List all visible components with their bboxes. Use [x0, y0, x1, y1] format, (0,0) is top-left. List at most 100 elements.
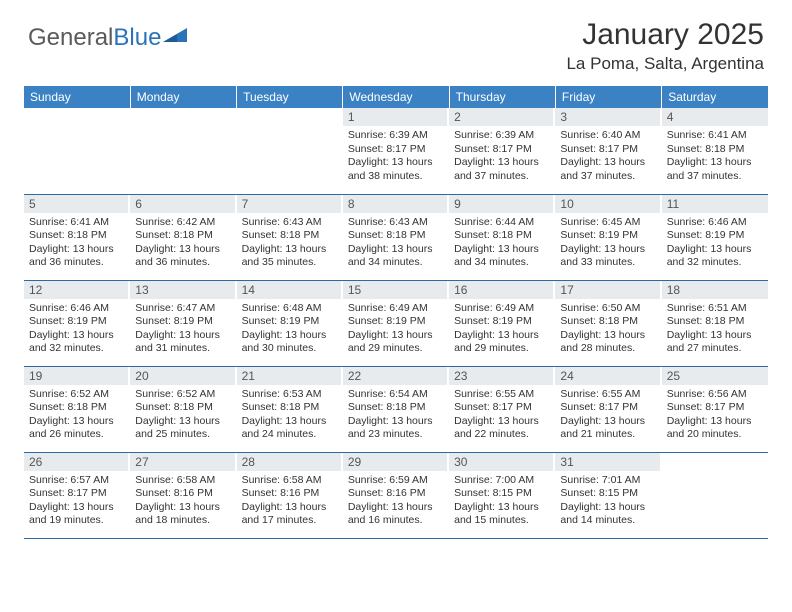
day-sun-data: Sunrise: 6:50 AMSunset: 8:18 PMDaylight:…: [555, 299, 661, 359]
calendar-week-row: 26Sunrise: 6:57 AMSunset: 8:17 PMDayligh…: [24, 452, 768, 538]
calendar-day-cell: 21Sunrise: 6:53 AMSunset: 8:18 PMDayligh…: [237, 366, 343, 452]
calendar-day-cell: 19Sunrise: 6:52 AMSunset: 8:18 PMDayligh…: [24, 366, 130, 452]
day-sun-data: Sunrise: 6:56 AMSunset: 8:17 PMDaylight:…: [662, 385, 768, 445]
day-number: 22: [343, 367, 449, 385]
month-title: January 2025: [566, 18, 764, 52]
calendar-day-cell: 10Sunrise: 6:45 AMSunset: 8:19 PMDayligh…: [555, 194, 661, 280]
day-number: 12: [24, 281, 130, 299]
calendar-day-cell: 23Sunrise: 6:55 AMSunset: 8:17 PMDayligh…: [449, 366, 555, 452]
day-sun-data: Sunrise: 6:49 AMSunset: 8:19 PMDaylight:…: [449, 299, 555, 359]
day-sun-data: Sunrise: 6:45 AMSunset: 8:19 PMDaylight:…: [555, 213, 661, 273]
logo-text-gray: General: [28, 24, 113, 51]
calendar-day-cell: 25Sunrise: 6:56 AMSunset: 8:17 PMDayligh…: [662, 366, 768, 452]
day-number: 18: [662, 281, 768, 299]
day-sun-data: Sunrise: 6:54 AMSunset: 8:18 PMDaylight:…: [343, 385, 449, 445]
calendar-day-cell: 29Sunrise: 6:59 AMSunset: 8:16 PMDayligh…: [343, 452, 449, 538]
day-sun-data: Sunrise: 6:55 AMSunset: 8:17 PMDaylight:…: [449, 385, 555, 445]
day-number: 26: [24, 453, 130, 471]
day-number: 5: [24, 195, 130, 213]
day-sun-data: Sunrise: 6:43 AMSunset: 8:18 PMDaylight:…: [237, 213, 343, 273]
day-number: 10: [555, 195, 661, 213]
calendar-day-cell: 14Sunrise: 6:48 AMSunset: 8:19 PMDayligh…: [237, 280, 343, 366]
calendar-day-cell: 1Sunrise: 6:39 AMSunset: 8:17 PMDaylight…: [343, 108, 449, 194]
day-number: 8: [343, 195, 449, 213]
day-sun-data: Sunrise: 6:41 AMSunset: 8:18 PMDaylight:…: [24, 213, 130, 273]
day-sun-data: Sunrise: 6:47 AMSunset: 8:19 PMDaylight:…: [130, 299, 236, 359]
calendar-day-cell: 5Sunrise: 6:41 AMSunset: 8:18 PMDaylight…: [24, 194, 130, 280]
day-sun-data: Sunrise: 6:46 AMSunset: 8:19 PMDaylight:…: [662, 213, 768, 273]
day-sun-data: Sunrise: 7:01 AMSunset: 8:15 PMDaylight:…: [555, 471, 661, 531]
day-sun-data: Sunrise: 6:49 AMSunset: 8:19 PMDaylight:…: [343, 299, 449, 359]
logo-text-blue: Blue: [113, 24, 161, 51]
calendar-day-cell: [130, 108, 236, 194]
day-number: 31: [555, 453, 661, 471]
day-number: 15: [343, 281, 449, 299]
calendar-day-cell: [662, 452, 768, 538]
calendar-day-cell: 13Sunrise: 6:47 AMSunset: 8:19 PMDayligh…: [130, 280, 236, 366]
day-sun-data: Sunrise: 6:53 AMSunset: 8:18 PMDaylight:…: [237, 385, 343, 445]
logo-text: GeneralBlue: [28, 24, 161, 52]
calendar-day-cell: 9Sunrise: 6:44 AMSunset: 8:18 PMDaylight…: [449, 194, 555, 280]
day-number: [130, 108, 236, 126]
day-number: 19: [24, 367, 130, 385]
day-number: 13: [130, 281, 236, 299]
calendar-table: Sunday Monday Tuesday Wednesday Thursday…: [24, 86, 768, 539]
day-number: 4: [662, 108, 768, 126]
day-sun-data: Sunrise: 6:58 AMSunset: 8:16 PMDaylight:…: [237, 471, 343, 531]
day-number: 29: [343, 453, 449, 471]
day-number: 3: [555, 108, 661, 126]
calendar-day-cell: 7Sunrise: 6:43 AMSunset: 8:18 PMDaylight…: [237, 194, 343, 280]
calendar-day-cell: 2Sunrise: 6:39 AMSunset: 8:17 PMDaylight…: [449, 108, 555, 194]
day-number: [662, 453, 768, 471]
weekday-header: Friday: [555, 86, 661, 108]
calendar-week-row: 1Sunrise: 6:39 AMSunset: 8:17 PMDaylight…: [24, 108, 768, 194]
weekday-header: Saturday: [662, 86, 768, 108]
calendar-day-cell: 20Sunrise: 6:52 AMSunset: 8:18 PMDayligh…: [130, 366, 236, 452]
day-sun-data: Sunrise: 6:42 AMSunset: 8:18 PMDaylight:…: [130, 213, 236, 273]
calendar-day-cell: 12Sunrise: 6:46 AMSunset: 8:19 PMDayligh…: [24, 280, 130, 366]
weekday-header: Monday: [130, 86, 236, 108]
day-sun-data: Sunrise: 6:41 AMSunset: 8:18 PMDaylight:…: [662, 126, 768, 186]
calendar-week-row: 12Sunrise: 6:46 AMSunset: 8:19 PMDayligh…: [24, 280, 768, 366]
calendar-day-cell: 8Sunrise: 6:43 AMSunset: 8:18 PMDaylight…: [343, 194, 449, 280]
day-sun-data: Sunrise: 6:39 AMSunset: 8:17 PMDaylight:…: [449, 126, 555, 186]
day-number: 11: [662, 195, 768, 213]
day-number: 25: [662, 367, 768, 385]
day-sun-data: Sunrise: 6:58 AMSunset: 8:16 PMDaylight:…: [130, 471, 236, 531]
calendar-day-cell: 11Sunrise: 6:46 AMSunset: 8:19 PMDayligh…: [662, 194, 768, 280]
calendar-day-cell: 15Sunrise: 6:49 AMSunset: 8:19 PMDayligh…: [343, 280, 449, 366]
day-sun-data: Sunrise: 6:52 AMSunset: 8:18 PMDaylight:…: [24, 385, 130, 445]
day-sun-data: Sunrise: 6:52 AMSunset: 8:18 PMDaylight:…: [130, 385, 236, 445]
day-number: 1: [343, 108, 449, 126]
weekday-header: Tuesday: [237, 86, 343, 108]
day-sun-data: Sunrise: 6:44 AMSunset: 8:18 PMDaylight:…: [449, 213, 555, 273]
calendar-day-cell: [24, 108, 130, 194]
day-number: [24, 108, 130, 126]
location-text: La Poma, Salta, Argentina: [566, 54, 764, 74]
day-number: 7: [237, 195, 343, 213]
calendar-day-cell: 26Sunrise: 6:57 AMSunset: 8:17 PMDayligh…: [24, 452, 130, 538]
day-number: 14: [237, 281, 343, 299]
day-number: [237, 108, 343, 126]
calendar-day-cell: 31Sunrise: 7:01 AMSunset: 8:15 PMDayligh…: [555, 452, 661, 538]
calendar-day-cell: 4Sunrise: 6:41 AMSunset: 8:18 PMDaylight…: [662, 108, 768, 194]
day-sun-data: Sunrise: 6:48 AMSunset: 8:19 PMDaylight:…: [237, 299, 343, 359]
day-sun-data: Sunrise: 6:39 AMSunset: 8:17 PMDaylight:…: [343, 126, 449, 186]
weekday-header: Sunday: [24, 86, 130, 108]
day-sun-data: Sunrise: 6:55 AMSunset: 8:17 PMDaylight:…: [555, 385, 661, 445]
day-sun-data: Sunrise: 7:00 AMSunset: 8:15 PMDaylight:…: [449, 471, 555, 531]
calendar-week-row: 5Sunrise: 6:41 AMSunset: 8:18 PMDaylight…: [24, 194, 768, 280]
logo: GeneralBlue: [28, 24, 189, 52]
day-number: 20: [130, 367, 236, 385]
logo-triangle-icon: [163, 26, 189, 44]
calendar-day-cell: 18Sunrise: 6:51 AMSunset: 8:18 PMDayligh…: [662, 280, 768, 366]
day-number: 17: [555, 281, 661, 299]
day-number: 23: [449, 367, 555, 385]
title-block: January 2025 La Poma, Salta, Argentina: [566, 18, 764, 74]
calendar-week-row: 19Sunrise: 6:52 AMSunset: 8:18 PMDayligh…: [24, 366, 768, 452]
day-sun-data: Sunrise: 6:43 AMSunset: 8:18 PMDaylight:…: [343, 213, 449, 273]
day-number: 28: [237, 453, 343, 471]
calendar-day-cell: 24Sunrise: 6:55 AMSunset: 8:17 PMDayligh…: [555, 366, 661, 452]
day-number: 30: [449, 453, 555, 471]
weekday-header: Thursday: [449, 86, 555, 108]
